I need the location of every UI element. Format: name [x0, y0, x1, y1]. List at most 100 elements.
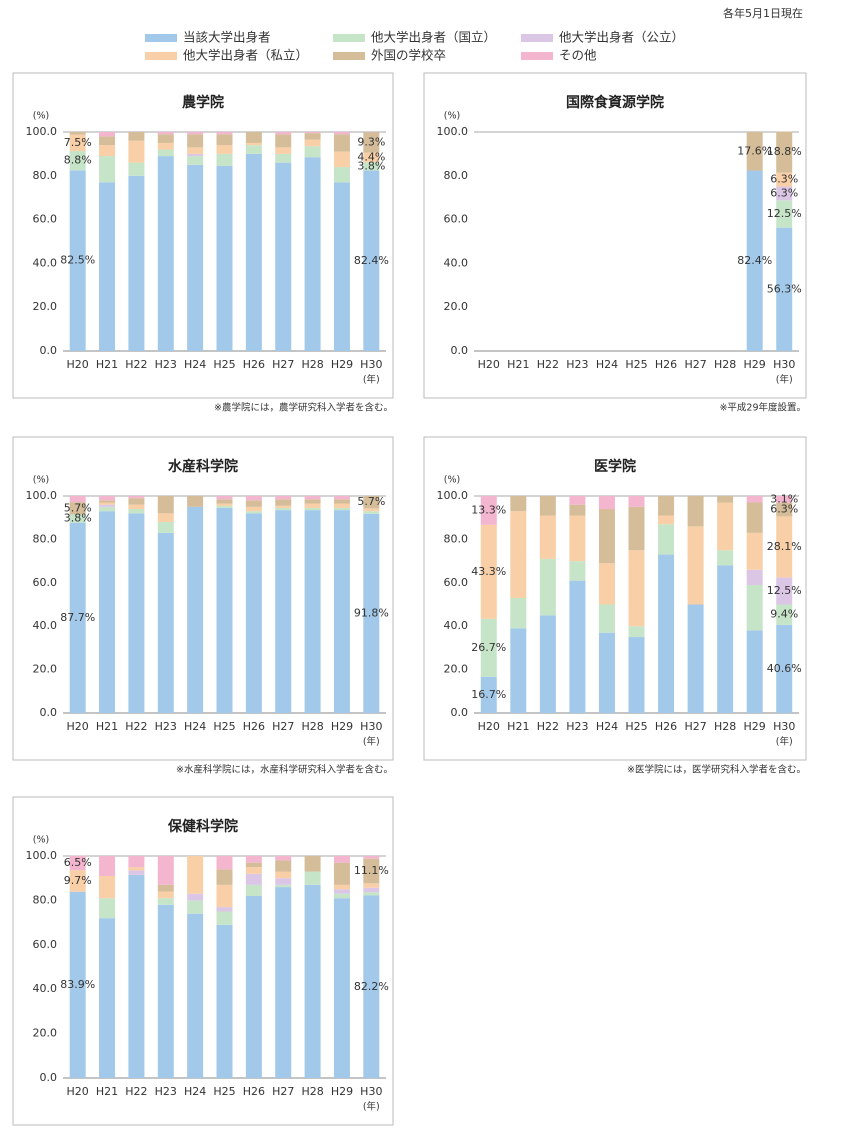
bar-segment — [510, 597, 527, 629]
bar-segment — [128, 504, 145, 510]
bar-segment — [275, 153, 292, 163]
bar-segment — [598, 509, 615, 564]
bar-segment — [128, 496, 145, 499]
y-tick-label: 60.0 — [444, 213, 469, 226]
bar-segment — [304, 871, 321, 885]
legend-label: 外国の学校卒 — [371, 48, 446, 63]
bar-segment — [539, 615, 556, 713]
bar-segment — [776, 496, 793, 503]
x-tick-label: H22 — [125, 1085, 147, 1098]
x-tick-label: H21 — [96, 358, 118, 371]
bar-segment — [776, 131, 793, 173]
bar-segment — [304, 507, 321, 511]
bar-segment — [216, 907, 233, 912]
x-tick-label: H22 — [125, 358, 147, 371]
bar-segment — [99, 145, 116, 157]
bar-segment — [128, 856, 145, 868]
x-tick-label: H20 — [478, 720, 500, 733]
bar-segment — [187, 506, 204, 713]
bar-segment — [216, 496, 233, 500]
bar-segment — [128, 140, 145, 163]
bar-segment — [363, 132, 380, 153]
bar-segment — [69, 891, 86, 1078]
bar-segment — [598, 496, 615, 510]
bar-segment — [187, 134, 204, 148]
x-tick-label: H30 — [360, 358, 382, 371]
bar-segment — [746, 630, 763, 713]
bar-segment — [99, 500, 116, 503]
data-label: 8.8% — [64, 154, 92, 167]
bar-segment — [363, 496, 380, 509]
y-tick-label: 80.0 — [33, 532, 58, 545]
bar-segment — [157, 513, 174, 523]
bar-segment — [333, 898, 350, 1078]
bar-segment — [304, 139, 321, 147]
legend-label: 他大学出身者（私立） — [183, 48, 308, 63]
bar-segment — [333, 862, 350, 885]
legend-label: その他 — [559, 48, 597, 63]
bar-segment — [776, 604, 793, 625]
bar-segment — [776, 624, 793, 713]
bar-segment — [510, 511, 527, 598]
y-axis-label: (%) — [33, 475, 49, 486]
bar-segment — [69, 151, 86, 171]
bar-segment — [216, 884, 233, 908]
bar-segment — [717, 502, 734, 551]
bar-segment — [187, 153, 204, 157]
bar-segment — [363, 883, 380, 888]
bar-segment — [275, 507, 292, 511]
bar-segment — [569, 561, 586, 581]
x-axis-unit: (年) — [363, 1101, 380, 1113]
y-tick-label: 100.0 — [26, 849, 58, 862]
bar-segment — [69, 855, 86, 871]
x-tick-label: H23 — [155, 720, 177, 733]
bar-segment — [304, 499, 321, 504]
bar-segment — [363, 895, 380, 1078]
y-axis-label: (%) — [33, 111, 49, 122]
bar-segment — [245, 500, 262, 507]
data-label: 16.7% — [471, 688, 506, 701]
y-tick-label: 0.0 — [40, 344, 58, 357]
footnote: ※農学院には，農学研究科入学者を含む。 — [214, 402, 393, 414]
bar-segment — [333, 167, 350, 183]
bar-segment — [776, 200, 793, 228]
bar-segment — [128, 870, 145, 875]
x-tick-label: H22 — [537, 720, 559, 733]
bar-segment — [569, 504, 586, 516]
bar-segment — [333, 499, 350, 504]
y-axis-label: (%) — [444, 475, 460, 486]
y-tick-label: 60.0 — [33, 938, 58, 951]
bar-segment — [216, 165, 233, 351]
x-tick-label: H23 — [155, 1085, 177, 1098]
legend-label: 他大学出身者（公立） — [559, 30, 684, 45]
bar-segment — [776, 172, 793, 187]
bar-segment — [363, 887, 380, 893]
bar-segment — [245, 862, 262, 868]
bar-segment — [304, 503, 321, 508]
x-tick-label: H26 — [655, 720, 677, 733]
bar-segment — [245, 884, 262, 896]
bar-segment — [275, 162, 292, 351]
y-tick-label: 40.0 — [33, 619, 58, 632]
x-tick-label: H23 — [566, 720, 588, 733]
x-axis-unit: (年) — [363, 374, 380, 386]
x-tick-label: H27 — [272, 1085, 294, 1098]
bar-segment — [187, 496, 204, 507]
panel — [12, 796, 394, 1126]
y-tick-label: 0.0 — [451, 706, 469, 719]
x-tick-label: H28 — [301, 720, 323, 733]
panel — [423, 436, 807, 761]
data-label: 6.3% — [770, 173, 798, 186]
bar-segment — [510, 496, 527, 512]
bar-segment — [304, 856, 321, 872]
bar-segment — [628, 550, 645, 627]
data-label: 82.4% — [354, 254, 389, 267]
y-tick-label: 40.0 — [444, 619, 469, 632]
bar-segment — [187, 156, 204, 165]
bar-segment — [333, 132, 350, 135]
bar-segment — [275, 510, 292, 713]
bar-segment — [333, 510, 350, 713]
bar-segment — [157, 856, 174, 885]
y-tick-label: 80.0 — [33, 893, 58, 906]
bar-segment — [746, 132, 763, 171]
